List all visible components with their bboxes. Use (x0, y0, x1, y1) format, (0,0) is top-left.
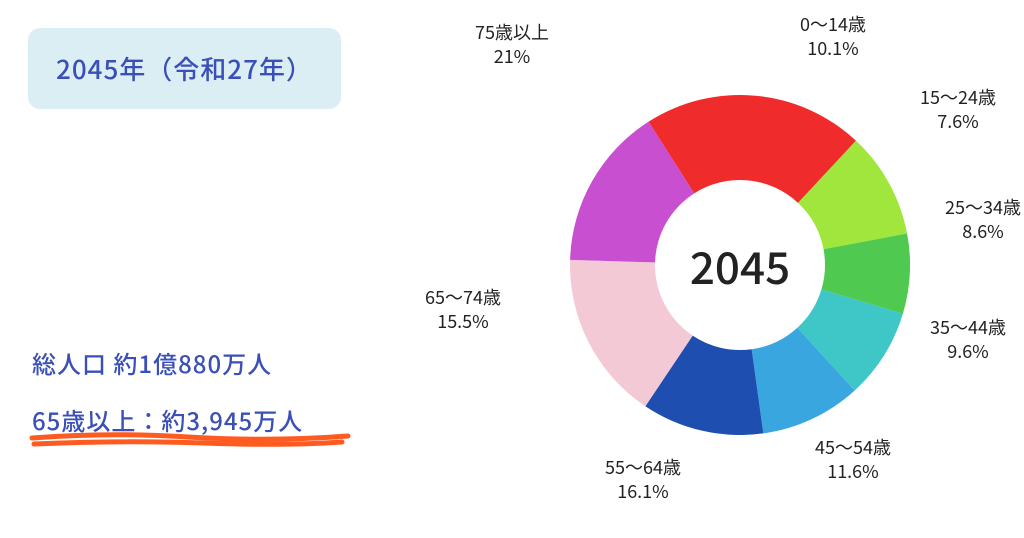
slice-label-name: 15～24歳 (920, 85, 996, 109)
slice-label: 45～54歳11.6% (815, 435, 891, 484)
slice-label-pct: 16.1% (605, 479, 681, 503)
slice-label: 15～24歳7.6% (920, 85, 996, 134)
slice-label-pct: 9.6% (930, 339, 1006, 363)
slice-label-name: 45～54歳 (815, 435, 891, 459)
donut-svg (570, 95, 910, 435)
year-title-text: 2045年（令和27年） (56, 50, 313, 87)
slice-label-name: 0～14歳 (800, 12, 866, 36)
slice-label-name: 35～44歳 (930, 315, 1006, 339)
slice-label: 35～44歳9.6% (930, 315, 1006, 364)
slice-label-pct: 7.6% (920, 109, 996, 133)
slice-label-name: 55～64歳 (605, 455, 681, 479)
slice-label-pct: 8.6% (945, 219, 1021, 243)
slice-label: 55～64歳16.1% (605, 455, 681, 504)
slice-label-name: 25～34歳 (945, 195, 1021, 219)
slice-label: 75歳以上21% (475, 20, 549, 69)
slice-label-pct: 21% (475, 44, 549, 68)
slice-label: 0～14歳10.1% (800, 12, 866, 61)
year-title-badge: 2045年（令和27年） (28, 28, 341, 109)
slice-label: 25～34歳8.6% (945, 195, 1021, 244)
slice-label-pct: 15.5% (425, 309, 501, 333)
slice-label-pct: 11.6% (815, 459, 891, 483)
slice-label-pct: 10.1% (800, 36, 866, 60)
total-population-line: 総人口 約1億880万人 (32, 345, 303, 380)
slice-label-name: 75歳以上 (475, 20, 549, 44)
slice-label-name: 65～74歳 (425, 285, 501, 309)
donut-chart: 2045 0～14歳10.1%15～24歳7.6%25～34歳8.6%35～44… (430, 0, 1024, 538)
slice-label: 65～74歳15.5% (425, 285, 501, 334)
underline-decoration (28, 428, 368, 454)
